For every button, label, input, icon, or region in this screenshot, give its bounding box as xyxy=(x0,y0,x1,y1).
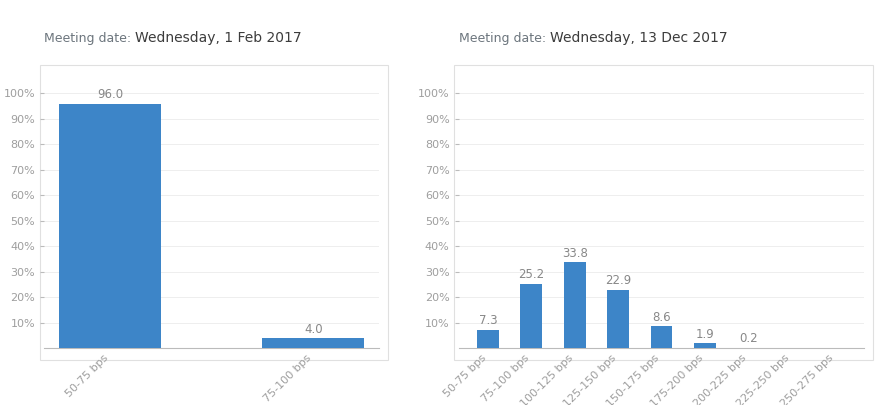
Text: Wednesday, 13 Dec 2017: Wednesday, 13 Dec 2017 xyxy=(549,30,728,45)
Bar xyxy=(263,338,364,348)
Text: 96.0: 96.0 xyxy=(97,88,123,101)
Bar xyxy=(564,262,586,348)
Bar xyxy=(477,330,499,348)
Text: Meeting date:: Meeting date: xyxy=(459,32,549,45)
Bar xyxy=(59,104,161,348)
Text: 22.9: 22.9 xyxy=(605,274,632,288)
Bar xyxy=(520,284,542,348)
Text: 4.0: 4.0 xyxy=(304,322,323,336)
Text: 25.2: 25.2 xyxy=(519,269,544,281)
Bar xyxy=(694,343,715,348)
Text: 1.9: 1.9 xyxy=(696,328,714,341)
Text: 8.6: 8.6 xyxy=(652,311,671,324)
Text: 0.2: 0.2 xyxy=(739,332,758,345)
Text: Meeting date:: Meeting date: xyxy=(44,32,135,45)
Text: 7.3: 7.3 xyxy=(479,314,497,327)
Bar xyxy=(608,290,629,348)
Bar xyxy=(651,326,672,348)
Text: Wednesday, 1 Feb 2017: Wednesday, 1 Feb 2017 xyxy=(135,30,302,45)
Text: 33.8: 33.8 xyxy=(562,247,587,260)
